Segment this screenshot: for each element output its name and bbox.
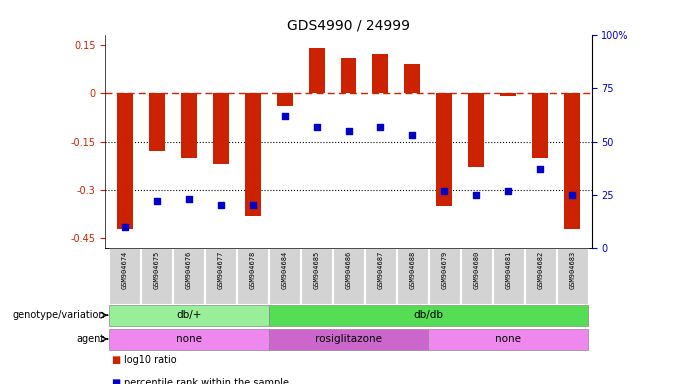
Point	[503, 187, 514, 194]
Bar	[333, 248, 364, 304]
Bar	[173, 248, 204, 304]
Bar	[213, 93, 228, 164]
Text: GSM904684: GSM904684	[282, 250, 288, 288]
Bar	[141, 248, 172, 304]
Bar	[525, 248, 556, 304]
Text: GSM904686: GSM904686	[345, 250, 352, 288]
Text: GSM904674: GSM904674	[122, 250, 128, 288]
Bar	[405, 64, 420, 93]
Bar	[557, 248, 588, 304]
Bar	[429, 248, 460, 304]
Point	[183, 196, 194, 202]
Text: GSM904675: GSM904675	[154, 250, 160, 288]
Bar	[437, 93, 452, 206]
Text: GSM904680: GSM904680	[473, 250, 479, 288]
Point	[311, 124, 322, 130]
Bar	[397, 248, 428, 304]
Text: db/+: db/+	[176, 310, 201, 320]
Bar	[205, 248, 236, 304]
Bar	[564, 93, 581, 229]
Bar	[469, 93, 484, 167]
Bar	[364, 248, 396, 304]
Text: agent: agent	[77, 334, 105, 344]
Bar	[109, 248, 140, 304]
Point	[343, 128, 354, 134]
Text: none: none	[496, 334, 522, 344]
Text: GSM904687: GSM904687	[377, 250, 384, 288]
Text: GSM904681: GSM904681	[505, 250, 511, 288]
Point	[439, 187, 450, 194]
Text: ■: ■	[112, 378, 124, 384]
Point	[375, 124, 386, 130]
Text: GSM904682: GSM904682	[537, 250, 543, 288]
Bar	[269, 305, 588, 326]
Text: GSM904676: GSM904676	[186, 250, 192, 288]
Point	[247, 202, 258, 209]
Text: GSM904688: GSM904688	[409, 250, 415, 288]
Bar	[309, 48, 324, 93]
Point	[279, 113, 290, 119]
Point	[119, 223, 130, 230]
Bar	[109, 305, 269, 326]
Bar	[532, 93, 548, 158]
Bar	[181, 93, 197, 158]
Point	[215, 202, 226, 209]
Text: log10 ratio: log10 ratio	[124, 355, 177, 365]
Point	[151, 198, 162, 204]
Text: GSM904677: GSM904677	[218, 250, 224, 288]
Text: GSM904679: GSM904679	[441, 250, 447, 288]
Point	[535, 166, 546, 172]
Bar	[461, 248, 492, 304]
Bar	[269, 248, 300, 304]
Bar	[237, 248, 268, 304]
Text: GSM904678: GSM904678	[250, 250, 256, 288]
Text: GSM904685: GSM904685	[313, 250, 320, 288]
Text: rosiglitazone: rosiglitazone	[315, 334, 382, 344]
Bar	[245, 93, 260, 216]
Text: genotype/variation: genotype/variation	[12, 310, 105, 320]
Point	[407, 132, 418, 138]
Bar	[301, 248, 333, 304]
Bar	[373, 54, 388, 93]
Bar	[493, 248, 524, 304]
Bar	[109, 329, 269, 350]
Bar	[428, 329, 588, 350]
Bar	[116, 93, 133, 229]
Bar	[149, 93, 165, 151]
Text: db/db: db/db	[413, 310, 443, 320]
Text: ■: ■	[112, 355, 124, 365]
Bar	[269, 329, 428, 350]
Bar	[341, 58, 356, 93]
Bar	[500, 93, 516, 96]
Text: none: none	[175, 334, 201, 344]
Text: GSM904683: GSM904683	[569, 250, 575, 288]
Point	[471, 192, 482, 198]
Title: GDS4990 / 24999: GDS4990 / 24999	[287, 18, 410, 32]
Bar	[277, 93, 292, 106]
Text: percentile rank within the sample: percentile rank within the sample	[124, 378, 290, 384]
Point	[567, 192, 578, 198]
